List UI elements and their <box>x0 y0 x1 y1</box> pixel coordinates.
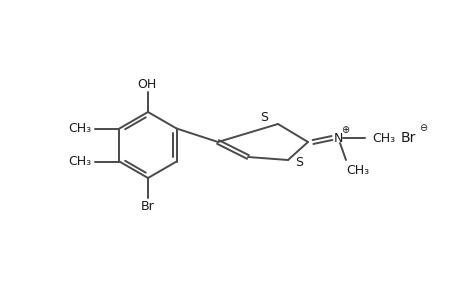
Text: CH₃: CH₃ <box>68 155 91 168</box>
Text: ⊕: ⊕ <box>340 125 348 135</box>
Text: OH: OH <box>137 77 156 91</box>
Text: S: S <box>259 110 268 124</box>
Text: CH₃: CH₃ <box>346 164 369 176</box>
Text: Br: Br <box>399 131 415 145</box>
Text: CH₃: CH₃ <box>68 122 91 135</box>
Text: ⊖: ⊖ <box>418 123 426 133</box>
Text: N: N <box>333 131 342 145</box>
Text: Br: Br <box>141 200 155 214</box>
Text: CH₃: CH₃ <box>372 131 395 145</box>
Text: S: S <box>294 155 302 169</box>
